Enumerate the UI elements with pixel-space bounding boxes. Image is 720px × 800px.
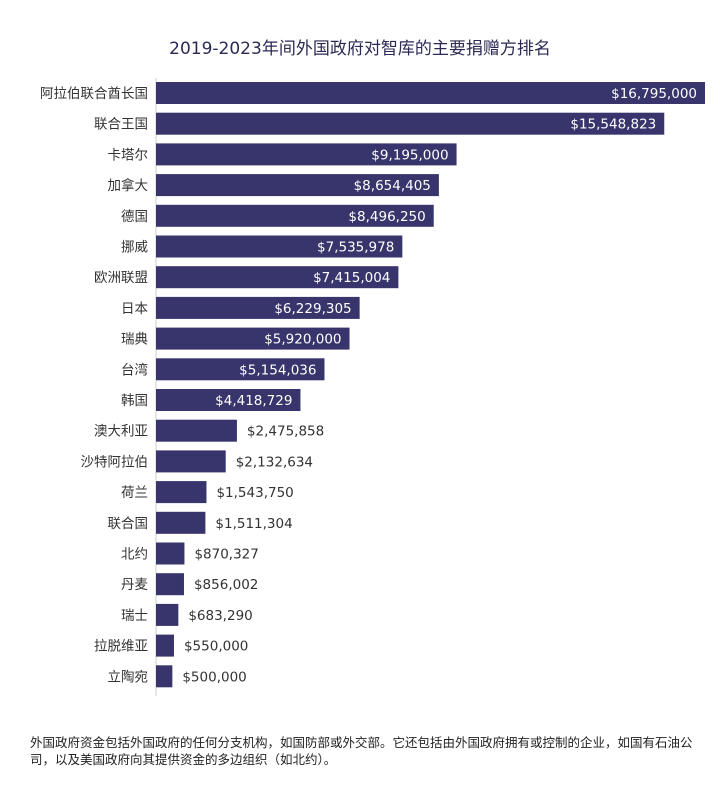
category-label: 丹麦 [121,577,148,593]
category-label: 瑞士 [121,608,148,624]
chart-title: 2019-2023年间外国政府对智库的主要捐赠方排名 [169,39,551,59]
data-label: $550,000 [184,639,248,655]
data-label: $7,535,978 [317,240,394,256]
data-label: $4,418,729 [215,393,292,409]
bar [156,542,185,565]
category-label: 联合国 [108,516,149,532]
data-label: $1,543,750 [216,485,293,501]
data-label: $8,496,250 [348,209,425,225]
category-label: 卡塔尔 [108,147,149,163]
data-label: $5,154,036 [239,362,316,378]
data-label: $856,002 [194,577,258,593]
bar [156,296,360,319]
data-label: $6,229,305 [274,301,351,317]
category-label: 阿拉伯联合酋长国 [40,85,148,102]
bar-chart: 阿拉伯联合酋长国 $16,795,000 联合王国 $15,548,823 卡塔尔 $9,… [40,78,705,696]
category-label: 欧洲联盟 [94,270,148,286]
footnote: 外国政府资金包括外国政府的任何分支机构，如国防部或外交部。它还包括由外国政府拥有… [30,735,693,767]
category-label: 拉脱维亚 [94,639,148,655]
bar [156,358,325,381]
data-label: $8,654,405 [354,178,431,194]
bar [156,266,399,289]
bar [156,327,350,350]
data-label: $9,195,000 [371,147,448,163]
data-label: $7,415,004 [313,270,390,286]
bar [156,511,206,534]
bar [156,573,184,596]
data-label: $2,132,634 [236,454,313,470]
category-label: 立陶宛 [108,669,149,685]
bar [156,389,301,411]
bar [156,143,457,166]
category-label: 联合王国 [94,117,148,133]
bar [156,481,207,504]
bar [156,603,179,626]
data-label: $1,511,304 [215,516,292,532]
category-label: 加拿大 [108,177,149,194]
data-label: $683,290 [188,608,252,624]
bar [156,174,439,197]
data-label: $5,920,000 [264,332,341,348]
category-label: 北约 [121,547,148,563]
category-label: 日本 [121,301,148,317]
bar [156,82,705,104]
data-label: $2,475,858 [247,424,324,440]
data-label: $16,795,000 [611,86,697,102]
data-label: $500,000 [182,669,246,685]
bar [156,235,403,258]
category-label: 台湾 [121,361,148,378]
bar [156,665,173,688]
category-label: 韩国 [121,393,148,409]
category-label: 澳大利亚 [94,424,148,440]
data-label: $870,327 [194,547,258,563]
bar [156,634,174,657]
category-label: 荷兰 [121,485,148,501]
category-label: 德国 [121,209,148,225]
bar [156,450,226,473]
category-label: 沙特阿拉伯 [81,454,149,470]
data-label: $15,548,823 [570,117,656,133]
category-label: 挪威 [121,240,148,256]
category-label: 瑞典 [121,332,148,348]
bar [156,419,237,442]
bar [156,204,434,227]
bar [156,112,665,135]
